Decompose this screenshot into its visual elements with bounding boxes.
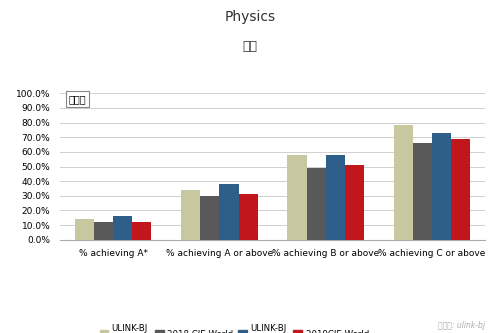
Bar bbox=[200, 196, 220, 240]
Bar bbox=[326, 155, 345, 240]
Bar bbox=[345, 165, 364, 240]
Bar bbox=[394, 126, 413, 240]
Bar bbox=[113, 216, 132, 240]
Bar bbox=[220, 184, 238, 240]
Bar bbox=[181, 190, 200, 240]
Legend: ULINK-BJ
Jun.2018, 2018 CIE-World, ULINK-BJ
Jun.2019, 2019CIE-World : ULINK-BJ Jun.2018, 2018 CIE-World, ULINK… bbox=[96, 320, 381, 333]
Bar bbox=[413, 143, 432, 240]
Bar bbox=[306, 168, 326, 240]
Bar bbox=[288, 155, 306, 240]
Bar bbox=[432, 133, 451, 240]
Bar bbox=[451, 139, 470, 240]
Bar bbox=[75, 219, 94, 240]
Bar bbox=[132, 222, 152, 240]
Bar bbox=[94, 222, 113, 240]
Text: Physics: Physics bbox=[224, 10, 276, 24]
Bar bbox=[238, 194, 258, 240]
Text: 物理: 物理 bbox=[242, 40, 258, 53]
Text: 图表区: 图表区 bbox=[68, 94, 86, 104]
Text: 微信号: ulink-bj: 微信号: ulink-bj bbox=[438, 321, 485, 330]
